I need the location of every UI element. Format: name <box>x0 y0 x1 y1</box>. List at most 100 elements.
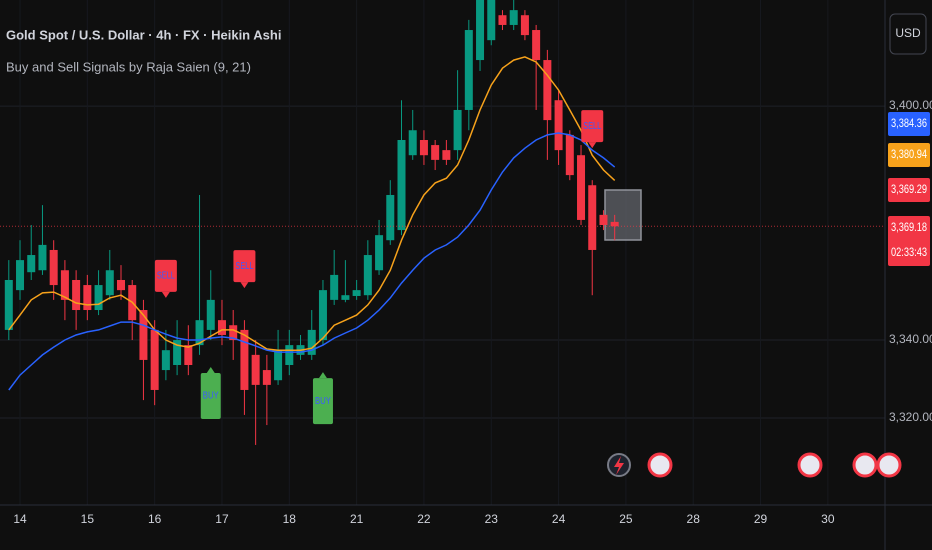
chart-subtitle: Buy and Sell Signals by Raja Saien (9, 2… <box>6 59 251 74</box>
candle-body <box>599 214 608 226</box>
signal-label: SELL <box>157 271 175 282</box>
candle-body <box>498 15 507 25</box>
price-countdown: 02:33:43 <box>891 245 927 259</box>
candle-body <box>72 279 81 311</box>
event-icon[interactable] <box>876 452 902 478</box>
candle-body <box>419 139 428 156</box>
candle-body <box>554 100 563 151</box>
signal-box <box>581 110 604 143</box>
event-icon[interactable] <box>797 452 823 478</box>
chart-title: Gold Spot / U.S. Dollar · 4h · FX · Heik… <box>6 27 281 42</box>
price-tag <box>888 112 930 136</box>
candle-body <box>588 185 597 250</box>
price-tag-label: 3,369.18 <box>891 220 927 234</box>
x-tick-label: 29 <box>754 512 768 526</box>
signal-box <box>200 373 221 420</box>
event-icon[interactable] <box>647 452 673 478</box>
lightning-icon <box>614 456 624 475</box>
candle-body <box>229 325 238 341</box>
price-tag <box>888 143 930 167</box>
candle-body <box>206 299 215 330</box>
candle-body <box>16 260 25 291</box>
x-tick-label: 23 <box>485 512 499 526</box>
signal-label: BUY <box>203 391 219 402</box>
x-tick-label: 28 <box>687 512 701 526</box>
candle-body <box>565 134 574 176</box>
signal-box <box>154 259 177 292</box>
x-tick-label: 16 <box>148 512 162 526</box>
candle-body <box>49 249 58 286</box>
signal-pointer <box>588 142 597 149</box>
candle-body <box>397 139 406 231</box>
candle-body <box>38 244 47 271</box>
candle-body <box>83 285 92 311</box>
candle-body <box>543 60 552 121</box>
candle-body <box>610 221 619 227</box>
event-icons <box>607 452 902 478</box>
grid <box>0 0 885 505</box>
plot-area: SELL SELL SELL BUY BUY <box>0 0 885 445</box>
candle-body <box>285 345 294 366</box>
candle-body <box>464 30 473 110</box>
candle-body <box>363 255 372 296</box>
event-icon[interactable] <box>852 452 878 478</box>
candle-body <box>375 235 384 271</box>
currency-label[interactable]: USD <box>895 26 921 40</box>
price-tag-label: 3,380.94 <box>891 147 927 161</box>
signal-box <box>312 378 333 425</box>
candle-body <box>27 255 36 273</box>
x-tick-label: 18 <box>283 512 297 526</box>
candle-body <box>184 345 193 366</box>
candle-body <box>251 354 260 385</box>
signal-pointer <box>240 282 249 289</box>
candle-body <box>431 145 440 160</box>
signal-box <box>233 250 256 283</box>
signal: SELL <box>581 110 604 149</box>
candle-body <box>408 130 417 156</box>
candle-body <box>217 320 226 335</box>
y-tick-label: 3,400.00 <box>889 98 932 112</box>
signal-label: SELL <box>235 261 253 272</box>
signal: BUY <box>312 372 333 425</box>
candle-body <box>520 15 529 36</box>
candle-body <box>509 10 518 25</box>
signal-pointer <box>161 291 170 298</box>
candle-body <box>532 30 541 61</box>
signal-label: SELL <box>583 121 601 132</box>
candle-body <box>453 109 462 151</box>
drawing-box <box>604 189 642 241</box>
candle-body <box>117 279 125 291</box>
price-tag <box>888 178 930 202</box>
ma-line <box>8 56 616 351</box>
x-tick-label: 21 <box>350 512 364 526</box>
signal-pointer <box>318 372 327 379</box>
price-tag-label: 3,369.29 <box>891 182 927 196</box>
candle-body <box>318 290 327 341</box>
x-tick-label: 15 <box>81 512 95 526</box>
y-tick-label: 3,320.00 <box>889 410 932 424</box>
x-tick-label: 24 <box>552 512 566 526</box>
candle-body <box>60 270 69 300</box>
signal-label: BUY <box>315 396 331 407</box>
y-tick-label: 3,340.00 <box>889 332 932 346</box>
ma-line <box>8 132 616 391</box>
candle-body <box>94 285 103 311</box>
candle-body <box>4 279 13 330</box>
signal: BUY <box>200 367 221 420</box>
candle-body <box>195 320 204 346</box>
candle-body <box>274 350 283 381</box>
signal: SELL <box>154 259 177 298</box>
x-tick-label: 17 <box>215 512 229 526</box>
x-tick-label: 30 <box>821 512 835 526</box>
candle-body <box>139 310 148 360</box>
candle-body <box>330 274 339 300</box>
currency-button[interactable] <box>889 13 927 55</box>
candle-body <box>173 340 182 366</box>
candle-body <box>386 194 395 241</box>
candle-body <box>352 290 361 296</box>
signal: SELL <box>233 250 256 289</box>
x-tick-label: 14 <box>13 512 27 526</box>
price-tag-label: 3,384.36 <box>891 116 927 130</box>
